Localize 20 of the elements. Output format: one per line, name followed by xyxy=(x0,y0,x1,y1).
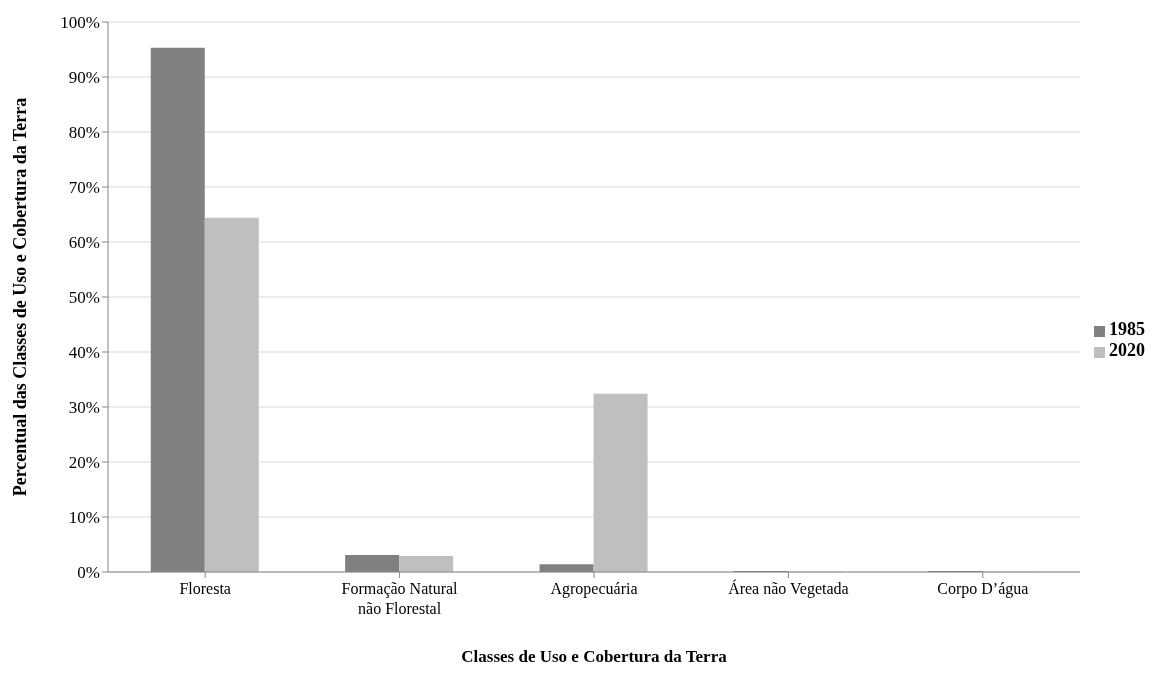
legend-label: 2020 xyxy=(1109,340,1145,360)
y-tick-label: 40% xyxy=(68,343,100,363)
y-tick-label: 30% xyxy=(68,398,100,418)
y-tick-label: 10% xyxy=(68,508,100,528)
x-tick-label: Formação Natural não Florestal xyxy=(341,580,459,617)
y-tick-label: 20% xyxy=(68,453,100,473)
x-tick-label: Corpo D’água xyxy=(937,580,1029,598)
x-tick-label: Área não Vegetada xyxy=(728,579,849,598)
x-tick-label: Agropecuária xyxy=(550,580,638,598)
legend-label: 1985 xyxy=(1109,319,1145,339)
y-tick-label: 50% xyxy=(68,288,100,308)
y-tick-label: 0% xyxy=(77,563,100,583)
y-tick-label: 60% xyxy=(68,233,100,253)
y-axis-title: Percentual das Classes de Uso e Cobertura da Terra xyxy=(10,97,31,497)
x-tick-label: Floresta xyxy=(179,580,231,597)
x-axis-title: Classes de Uso e Cobertura da Terra xyxy=(461,647,728,666)
y-tick-label: 100% xyxy=(60,13,100,33)
y-tick-label: 90% xyxy=(68,68,100,88)
y-tick-label: 80% xyxy=(68,123,100,143)
y-tick-label: 70% xyxy=(68,178,100,198)
